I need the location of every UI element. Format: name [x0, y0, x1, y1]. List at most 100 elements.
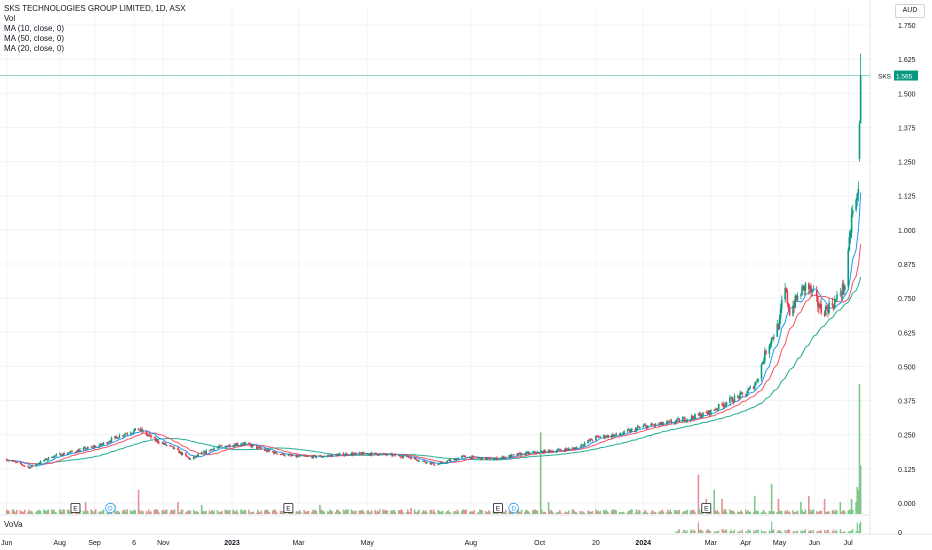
candle-body	[670, 420, 673, 423]
vova-bar	[746, 531, 748, 533]
candle-body	[150, 435, 152, 438]
vova-bar	[765, 531, 767, 533]
vova-bar	[701, 530, 703, 533]
price-tick-label: 1.750	[898, 23, 916, 30]
volume-bar	[650, 512, 652, 514]
volume-bar	[637, 509, 640, 514]
candle-body	[172, 446, 175, 449]
candle-body	[54, 455, 56, 457]
volume-bar	[832, 509, 835, 514]
volume-bar	[405, 512, 408, 514]
candle-body	[37, 463, 40, 465]
volume-bar	[534, 509, 536, 514]
candle-body	[234, 444, 237, 446]
volume-bar	[471, 511, 473, 514]
volume-bar	[690, 509, 693, 514]
volume-bar	[855, 501, 857, 514]
volume-bar	[715, 511, 718, 514]
candle-body	[470, 456, 472, 459]
volume-bar	[367, 510, 370, 514]
volume-bar	[820, 510, 822, 514]
candle-body	[186, 455, 188, 457]
volume-bar	[375, 512, 378, 514]
candle-body	[547, 449, 550, 453]
price-tick-label: 0.000	[898, 501, 916, 508]
candle-body	[361, 452, 364, 455]
volume-bar	[360, 510, 363, 514]
volume-bar	[7, 510, 9, 514]
candle-body	[473, 456, 476, 458]
candle-body	[741, 392, 744, 395]
candle-body	[660, 422, 663, 424]
legend-ma50[interactable]: MA (50, close, 0)	[4, 34, 65, 43]
volume-bar	[423, 511, 426, 514]
volume-bar	[62, 509, 64, 514]
candle-body	[355, 452, 357, 454]
candle-body	[417, 460, 419, 462]
candle-body	[52, 457, 54, 459]
volume-bar	[724, 509, 727, 514]
volume-bar	[328, 512, 330, 514]
volume-bar	[794, 512, 797, 514]
candle-body	[62, 453, 64, 456]
candle-body	[828, 302, 830, 313]
volume-bar	[21, 511, 24, 514]
volume-bar	[298, 510, 301, 514]
legend-ma20[interactable]: MA (20, close, 0)	[4, 44, 65, 53]
volume-bar	[87, 511, 89, 514]
candle-body	[550, 450, 552, 453]
vova-bar	[749, 529, 751, 533]
volume-bar	[268, 512, 271, 514]
volume-bar	[670, 512, 673, 514]
earnings-marker-label: E	[286, 506, 291, 513]
candle-body	[808, 283, 810, 290]
candle-body	[192, 456, 195, 459]
candle-body	[423, 460, 426, 463]
legend-ma10[interactable]: MA (10, close, 0)	[4, 24, 65, 33]
candle-body	[132, 432, 134, 434]
volume-bar	[636, 512, 639, 514]
currency-selector[interactable]: AUD	[895, 4, 925, 18]
candle-body	[27, 466, 29, 467]
candle-body	[195, 455, 197, 458]
vova-bar	[691, 529, 693, 533]
volume-bar	[156, 509, 159, 514]
candle-body	[662, 423, 665, 425]
candle-body	[402, 456, 405, 458]
volume-bar	[802, 511, 804, 514]
candle-body	[55, 454, 58, 456]
candle-body	[178, 449, 180, 454]
volume-bar	[800, 501, 802, 514]
candle-body	[757, 378, 759, 382]
candle-body	[351, 453, 354, 455]
vova-bar	[860, 521, 862, 533]
volume-bar	[803, 511, 806, 514]
candle-body	[770, 337, 773, 344]
vova-bar	[828, 531, 830, 533]
candle-body	[133, 430, 135, 433]
volume-bar	[589, 511, 592, 514]
candle-body	[425, 462, 427, 464]
volume-bar	[137, 489, 140, 514]
candle-body	[391, 453, 393, 456]
volume-bar	[43, 509, 45, 514]
vova-bar	[772, 530, 774, 533]
volume-bar	[725, 512, 728, 514]
candle-body	[819, 304, 821, 309]
vova-bar	[698, 530, 701, 533]
legend-vol[interactable]: Vol	[4, 14, 16, 23]
volume-bar	[828, 511, 830, 514]
candle-body	[824, 306, 827, 316]
volume-bar	[449, 512, 452, 514]
candle-body	[439, 462, 442, 464]
vova-bars	[675, 521, 862, 533]
volume-bar	[158, 512, 160, 514]
candle-body	[486, 457, 489, 459]
volume-bar	[150, 511, 152, 514]
volume-bar	[762, 510, 765, 514]
candle-body	[804, 283, 807, 291]
candle-body	[394, 454, 397, 456]
vova-axis: 0	[898, 530, 902, 537]
volume-bar	[19, 510, 22, 514]
